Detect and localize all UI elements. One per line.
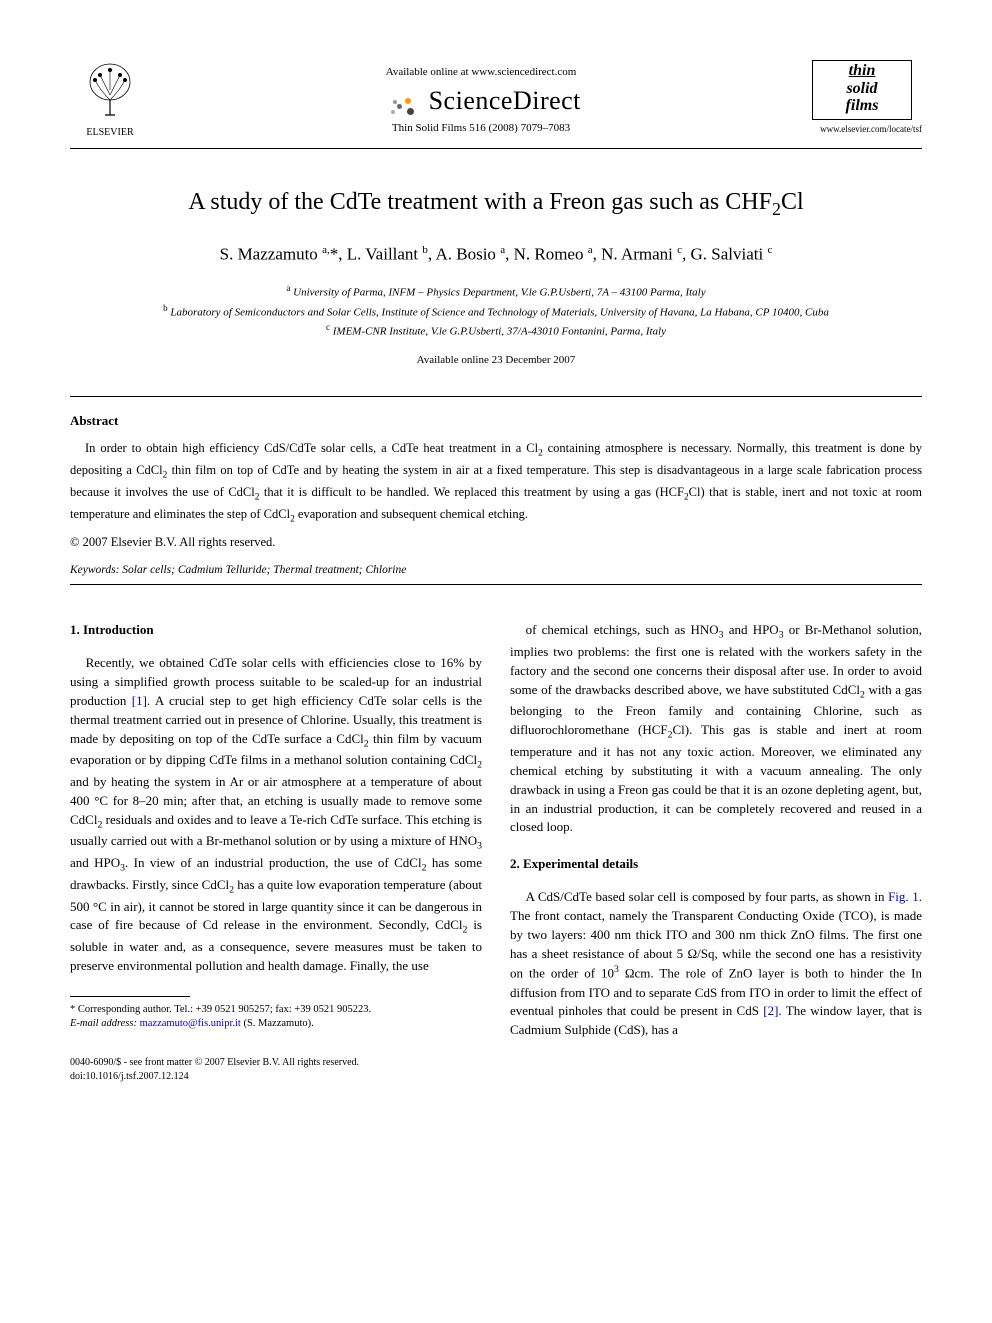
abstract-bottom-rule	[70, 584, 922, 585]
keywords-line: Keywords: Solar cells; Cadmium Telluride…	[70, 564, 922, 576]
affiliations: a University of Parma, INFM – Physics De…	[70, 282, 922, 339]
front-matter-line: 0040-6090/$ - see front matter © 2007 El…	[70, 1056, 482, 1070]
platform-brand: ScienceDirect	[150, 86, 812, 118]
corresponding-footnote: * Corresponding author. Tel.: +39 0521 9…	[70, 1003, 482, 1032]
intro-paragraph-cont: of chemical etchings, such as HNO3 and H…	[510, 621, 922, 837]
platform-name: ScienceDirect	[429, 86, 581, 115]
journal-logo-line: solid	[846, 80, 877, 98]
column-left: 1. Introduction Recently, we obtained Cd…	[70, 621, 482, 1084]
article-page: ELSEVIER Available online at www.science…	[0, 0, 992, 1124]
publisher-logo: ELSEVIER	[70, 60, 150, 138]
journal-url[interactable]: www.elsevier.com/locate/tsf	[812, 124, 922, 134]
article-title: A study of the CdTe treatment with a Fre…	[70, 189, 922, 220]
header-rule	[70, 148, 922, 149]
corresponding-email-line: E-mail address: mazzamuto@fis.unipr.it (…	[70, 1017, 482, 1032]
abstract-text: In order to obtain high efficiency CdS/C…	[70, 439, 922, 527]
affiliation: c IMEM-CNR Institute, V.le G.P.Usberti, …	[70, 321, 922, 340]
section-heading-intro: 1. Introduction	[70, 621, 482, 640]
email-link[interactable]: mazzamuto@fis.unipr.it	[140, 1018, 241, 1029]
corresponding-author: * Corresponding author. Tel.: +39 0521 9…	[70, 1003, 482, 1018]
body-columns: 1. Introduction Recently, we obtained Cd…	[70, 621, 922, 1084]
doi-line: doi:10.1016/j.tsf.2007.12.124	[70, 1070, 482, 1084]
journal-reference: Thin Solid Films 516 (2008) 7079–7083	[150, 122, 812, 134]
affiliation: b Laboratory of Semiconductors and Solar…	[70, 302, 922, 321]
affiliation: a University of Parma, INFM – Physics De…	[70, 282, 922, 301]
publisher-name: ELSEVIER	[70, 127, 150, 138]
available-online-text: Available online at www.sciencedirect.co…	[150, 66, 812, 78]
journal-cover-icon: thin solid films	[812, 60, 912, 120]
abstract-top-rule	[70, 396, 922, 397]
intro-paragraph: Recently, we obtained CdTe solar cells w…	[70, 654, 482, 976]
sciencedirect-icon	[381, 94, 421, 118]
author-list: S. Mazzamuto a,*, L. Vaillant b, A. Bosi…	[70, 244, 922, 265]
keywords-label: Keywords:	[70, 564, 119, 576]
copyright-line: © 2007 Elsevier B.V. All rights reserved…	[70, 535, 922, 550]
section-heading-experimental: 2. Experimental details	[510, 855, 922, 874]
bottom-meta: 0040-6090/$ - see front matter © 2007 El…	[70, 1056, 482, 1084]
abstract-heading: Abstract	[70, 413, 922, 429]
journal-header: ELSEVIER Available online at www.science…	[70, 60, 922, 138]
column-right: of chemical etchings, such as HNO3 and H…	[510, 621, 922, 1084]
available-date: Available online 23 December 2007	[70, 354, 922, 366]
keywords-values: Solar cells; Cadmium Telluride; Thermal …	[122, 564, 406, 576]
email-author: (S. Mazzamuto).	[243, 1018, 313, 1029]
footnote-rule	[70, 996, 190, 997]
experimental-paragraph: A CdS/CdTe based solar cell is composed …	[510, 888, 922, 1040]
journal-logo-line: films	[846, 97, 879, 115]
header-center: Available online at www.sciencedirect.co…	[150, 60, 812, 134]
abstract-body: In order to obtain high efficiency CdS/C…	[70, 439, 922, 527]
journal-logo: thin solid films www.elsevier.com/locate…	[812, 60, 922, 134]
elsevier-tree-icon	[80, 60, 140, 120]
email-label: E-mail address:	[70, 1018, 137, 1029]
journal-logo-line: thin	[849, 62, 876, 80]
